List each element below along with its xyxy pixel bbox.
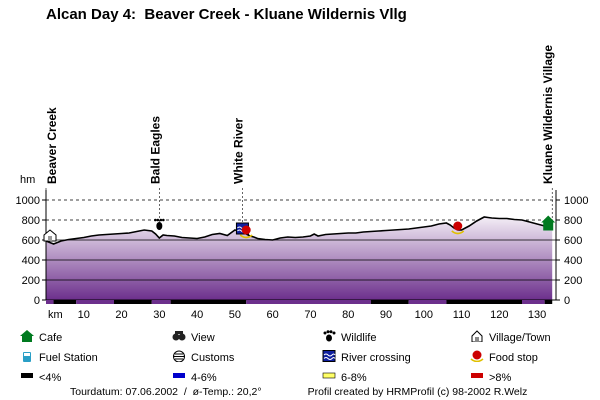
x-tick-label: 120	[490, 309, 508, 321]
gradient-segment	[76, 300, 114, 304]
y-tick-label-right: 400	[564, 255, 582, 267]
x-tick-label: 30	[153, 309, 165, 321]
footer: Tourdatum: 07.06.2002 / ø-Temp.: 20,2° Pr…	[70, 386, 527, 398]
x-tick-label: 100	[415, 309, 433, 321]
location-labels: Beaver Creek Bald Eagles White River Kluane…	[45, 45, 555, 230]
legend-item-grade-lt4: <4%	[20, 370, 61, 384]
gradient-segment	[114, 300, 152, 304]
x-tick-label: 60	[267, 309, 279, 321]
food-icon	[470, 350, 484, 363]
x-tick-label: 80	[342, 309, 354, 321]
food-stop-marker	[451, 221, 465, 235]
gradient-segment	[446, 300, 522, 304]
gradient-segment	[522, 300, 545, 304]
wildlife-marker	[154, 218, 165, 230]
legend-item-grade-gt8: >8%	[470, 370, 511, 384]
legend-label: River crossing	[341, 352, 411, 364]
y-tick-label-left: 400	[22, 255, 40, 267]
x-tick-label: 110	[453, 309, 471, 321]
legend-item-village: Village/Town	[470, 330, 551, 344]
customs-icon	[172, 350, 186, 363]
cafe-marker	[541, 215, 556, 231]
view-icon	[172, 330, 186, 341]
legend-item-customs: Customs	[172, 350, 234, 364]
cafe-icon	[20, 330, 34, 342]
gradient-segment	[408, 300, 447, 304]
grade-6-8-icon	[322, 370, 336, 381]
y-tick-label-right: 800	[564, 215, 582, 227]
legend-label: View	[191, 332, 215, 344]
footer-credit: Profil created by HRMProfil (c) 98-2002 …	[307, 386, 528, 398]
village-town-marker	[43, 229, 57, 242]
gradient-segment	[544, 300, 553, 304]
elevation-chart: hm km 0 0 200 200 400 400 600 600 800 800 1000 1000 10…	[16, 45, 589, 321]
x-tick-label: 10	[78, 309, 90, 321]
gradient-segment	[370, 300, 409, 304]
elevation-profile-line	[45, 216, 553, 245]
legend-item-food: Food stop	[470, 350, 538, 364]
y-tick-label-left: 200	[22, 275, 40, 287]
legend-label: Wildlife	[341, 332, 377, 344]
route-markers	[43, 215, 556, 242]
legend-item-view: View	[172, 330, 215, 344]
grade-4-6-icon	[172, 370, 186, 381]
gradient-segment	[46, 300, 54, 304]
legend-item-grade-4-6: 4-6%	[172, 370, 217, 384]
gradient-segment	[151, 300, 171, 304]
legend-label: Cafe	[39, 332, 63, 344]
y-tick-label-left: 600	[22, 235, 40, 247]
location-label: Kluane Wildernis Village	[541, 45, 555, 184]
x-axis-unit: km	[48, 309, 63, 321]
legend-item-cafe: Cafe	[20, 330, 62, 344]
legend-label: Food stop	[489, 352, 538, 364]
food-stop-marker	[239, 225, 253, 239]
y-tick-label-left: 800	[22, 215, 40, 227]
x-tick-label: 50	[229, 309, 241, 321]
legend-item-grade-6-8: 6-8%	[322, 370, 367, 384]
x-tick-label: 130	[528, 309, 546, 321]
legend-label: 6-8%	[341, 372, 367, 384]
gradient-segment	[246, 300, 371, 304]
y-tick-label-right: 600	[564, 235, 582, 247]
gradient-bar	[46, 300, 553, 304]
y-tick-label-right: 1000	[564, 195, 588, 207]
location-label: Bald Eagles	[148, 116, 162, 184]
fuel-icon	[20, 350, 34, 362]
x-tick-label: 40	[191, 309, 203, 321]
legend-label: Village/Town	[489, 332, 551, 344]
wildlife-icon	[322, 330, 336, 342]
legend-item-river: River crossing	[322, 350, 411, 364]
legend-label: 4-6%	[191, 372, 217, 384]
location-label: Beaver Creek	[45, 107, 59, 184]
river-icon	[322, 350, 336, 362]
legend-label: Fuel Station	[39, 352, 98, 364]
legend-item-fuel: Fuel Station	[20, 350, 98, 364]
y-tick-label-left: 1000	[16, 195, 40, 207]
x-tick-label: 20	[115, 309, 127, 321]
legend-label: Customs	[191, 352, 235, 364]
gradient-segment	[170, 300, 247, 304]
y-tick-label-right: 200	[564, 275, 582, 287]
y-tick-label-right: 0	[564, 295, 570, 307]
grade-lt4-icon	[20, 370, 34, 381]
chart-title: Alcan Day 4: Beaver Creek - Kluane Wilde…	[46, 6, 407, 23]
y-tick-label-left: 0	[34, 295, 40, 307]
legend-item-wildlife: Wildlife	[322, 330, 376, 344]
grade-gt8-icon	[470, 370, 484, 381]
village-icon	[470, 330, 484, 343]
x-tick-label: 90	[380, 309, 392, 321]
tick-labels: hm km 0 0 200 200 400 400 600 600 800 800 1000 1000 10…	[16, 174, 589, 321]
legend-label: >8%	[489, 372, 512, 384]
gradient-segment	[53, 300, 77, 304]
y-axis-unit: hm	[20, 174, 35, 186]
elevation-area	[46, 217, 553, 300]
location-label: White River	[231, 118, 245, 184]
legend-label: <4%	[39, 372, 62, 384]
x-tick-label: 70	[304, 309, 316, 321]
footer-date-temp: Tourdatum: 07.06.2002 / ø-Temp.: 20,2°	[70, 386, 262, 398]
grid-lines	[46, 199, 556, 221]
